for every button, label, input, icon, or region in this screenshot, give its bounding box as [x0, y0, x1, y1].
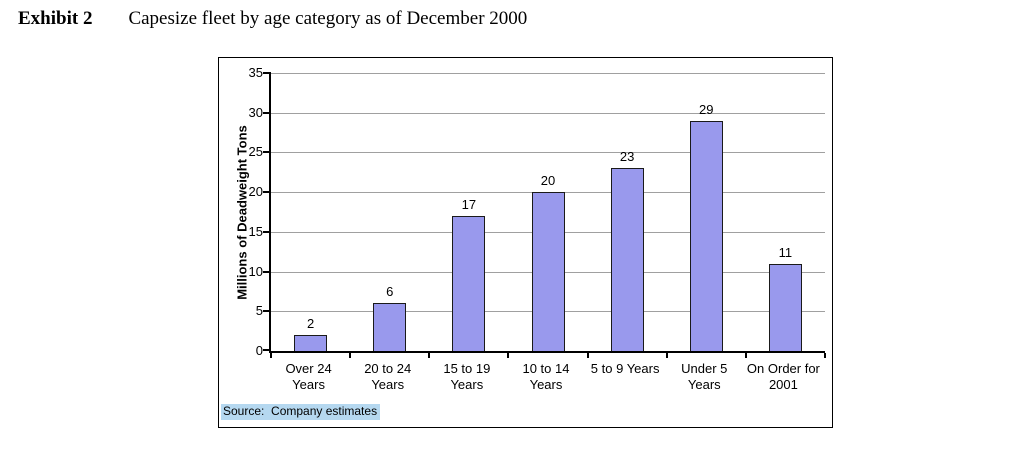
bar: [373, 303, 407, 351]
plot-area: 2 6 17 20 23 29 11: [263, 72, 826, 358]
bar: [531, 192, 565, 351]
bar: [294, 335, 328, 351]
bar-value-label: 6: [386, 284, 394, 300]
bar-value-label: 2: [306, 316, 315, 332]
y-tick-label: 25: [248, 144, 263, 160]
page-title: Capesize fleet by age category as of Dec…: [128, 8, 528, 29]
exhibit-title: Exhibit 2 Capesize fleet by age category …: [18, 8, 527, 30]
y-tick-label: 0: [255, 343, 263, 358]
y-tick-label: 20: [248, 184, 263, 200]
x-axis-tick: [824, 353, 826, 358]
y-axis-tick: [263, 111, 271, 114]
x-category-label: 10 to 14 Years: [522, 361, 570, 392]
x-axis-tick: [349, 353, 351, 358]
x-axis-tick: [745, 353, 747, 358]
bar-value-label: 11: [778, 244, 793, 260]
x-axis-tick: [587, 353, 589, 358]
bar-value-label: 29: [699, 101, 714, 117]
x-axis-tick: [666, 353, 668, 358]
gridline: [271, 112, 825, 114]
y-axis-tick: [263, 230, 271, 233]
x-axis-tick: [507, 353, 509, 358]
bar-value-label: 17: [461, 196, 477, 212]
x-axis-tick: [428, 353, 430, 358]
bar: [610, 168, 644, 351]
y-axis-tick: [263, 310, 271, 313]
x-category-label: Under 5 Years: [681, 361, 728, 392]
chart-frame: Millions of Deadweight Tons 2 6 17 20 23 29 11…: [218, 57, 833, 428]
y-tick-label: 15: [248, 223, 263, 239]
gridline: [271, 152, 825, 154]
y-tick-label: 30: [248, 104, 263, 120]
exhibit-label: Exhibit 2: [18, 8, 93, 29]
bar-value-label: 20: [540, 173, 556, 189]
bar: [689, 120, 723, 351]
x-category-label: 20 to 24 Years: [364, 361, 412, 392]
source-note: Source: Company estimates: [221, 404, 381, 420]
y-axis-tick: [263, 191, 271, 194]
x-category-label: On Order for 2001: [746, 361, 820, 392]
bar: [452, 215, 486, 351]
x-axis-tick: [270, 353, 272, 358]
y-axis-tick: [263, 349, 271, 351]
gridline: [271, 73, 825, 74]
y-tick-label: 10: [248, 263, 263, 279]
bar-value-label: 23: [619, 149, 635, 165]
y-axis-tick: [263, 72, 271, 74]
y-axis-tick: [263, 151, 271, 154]
y-tick-label: 5: [255, 303, 263, 319]
y-tick-label: 35: [248, 65, 263, 80]
x-category-label: Over 24 Years: [285, 361, 332, 392]
x-category-label: 15 to 19 Years: [443, 361, 491, 392]
x-category-label: 5 to 9 Years: [590, 361, 660, 376]
bar: [768, 263, 802, 351]
y-axis-tick: [263, 270, 271, 273]
